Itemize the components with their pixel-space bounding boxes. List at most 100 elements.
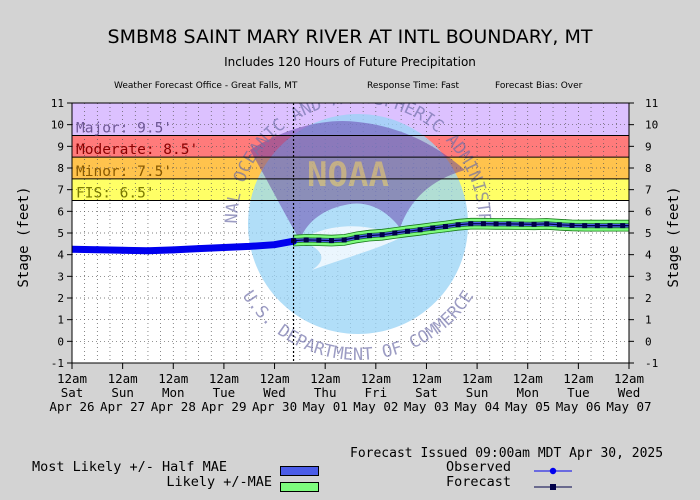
forecast-bias: Forecast Bias: Over	[495, 81, 583, 91]
forecast-point	[316, 237, 322, 243]
x-tick-label: Apr 30	[252, 399, 297, 414]
response-time: Response Time: Fast	[367, 81, 460, 91]
legend-forecast-marker	[550, 484, 556, 490]
y-tick-label-right: 7	[645, 184, 652, 197]
x-tick-label: May 02	[353, 399, 398, 414]
forecast-point	[455, 222, 461, 228]
flood-label-major: Major: 9.5'	[76, 121, 172, 137]
observed-point	[144, 247, 152, 255]
observed-line	[72, 237, 297, 255]
forecast-point	[366, 233, 372, 239]
y-tick-label-right: 0	[645, 335, 652, 348]
y-tick-label-left: 2	[57, 292, 64, 305]
observed-point	[72, 245, 76, 253]
noaa-logo-text: NOAA	[307, 155, 389, 195]
y-tick-label-left: 11	[51, 97, 64, 110]
y-tick-label-left: -1	[51, 357, 64, 370]
observed-point	[195, 245, 203, 253]
y-tick-label-right: 1	[645, 314, 652, 327]
y-tick-label-right: 9	[645, 140, 652, 153]
forecast-point	[569, 222, 575, 228]
x-tick-label: Sun	[111, 385, 134, 400]
forecast-point	[392, 230, 398, 236]
x-tick-label: Mon	[516, 385, 539, 400]
forecast-point	[341, 237, 347, 243]
chart-title: SMBM8 SAINT MARY RIVER AT INTL BOUNDARY,…	[107, 26, 593, 48]
legend-most-likely-swatch	[280, 466, 319, 476]
y-axis-label-left: Stage (feet)	[16, 186, 32, 287]
forecast-point	[468, 221, 474, 227]
chart-subtitle: Includes 120 Hours of Future Precipitati…	[224, 55, 476, 69]
x-tick-label: Apr 28	[151, 399, 196, 414]
x-tick-label: 12am	[361, 371, 391, 386]
y-tick-label-left: 4	[57, 249, 64, 262]
x-tick-label: May 05	[505, 399, 550, 414]
x-tick-label: Fri	[365, 385, 388, 400]
x-tick-label: 12am	[513, 371, 543, 386]
x-tick-label: Apr 26	[49, 399, 94, 414]
x-tick-label: May 01	[303, 399, 348, 414]
x-tick-label: May 07	[606, 399, 651, 414]
forecast-point	[379, 232, 385, 238]
x-tick-label: May 06	[556, 399, 601, 414]
x-tick-label: Apr 29	[201, 399, 246, 414]
legend-most-likely-label: Most Likely +/- Half MAE	[32, 459, 228, 475]
observed-point	[169, 246, 177, 254]
forecast-point	[430, 225, 436, 231]
flood-label-moderate: Moderate: 8.5'	[76, 142, 198, 158]
y-tick-label-left: 6	[57, 205, 64, 218]
x-tick-label: 12am	[209, 371, 239, 386]
y-tick-label-right: 8	[645, 162, 652, 175]
flood-label-minor: Minor: 7.5'	[76, 164, 172, 180]
x-tick-label: Apr 27	[100, 399, 145, 414]
forecast-point	[518, 221, 524, 227]
forecast-point	[556, 222, 562, 228]
y-tick-label-right: 11	[645, 97, 658, 110]
x-tick-label: May 04	[455, 399, 500, 414]
forecast-point	[582, 223, 588, 229]
flood-label-action: FIS: 6.5'	[76, 186, 155, 202]
y-tick-label-right: 10	[645, 119, 658, 132]
legend-likely-swatch	[280, 482, 319, 492]
forecast-office: Weather Forecast Office - Great Falls, M…	[114, 81, 298, 91]
x-tick-label: Thu	[314, 385, 337, 400]
legend-observed-label: Observed	[446, 459, 512, 475]
y-tick-label-right: 2	[645, 292, 652, 305]
y-tick-label-left: 5	[57, 227, 64, 240]
forecast-point	[404, 228, 410, 234]
legend-observed-marker	[549, 467, 557, 475]
forecast-point	[620, 223, 626, 229]
x-tick-label: 12am	[158, 371, 188, 386]
x-tick-label: Mon	[162, 385, 185, 400]
x-tick-label: 12am	[614, 371, 644, 386]
y-tick-label-left: 3	[57, 270, 64, 283]
x-tick-label: Tue	[213, 385, 236, 400]
y-tick-label-right: 4	[645, 249, 652, 262]
x-tick-label: 12am	[563, 371, 593, 386]
observed-point	[245, 242, 253, 250]
y-tick-label-right: 3	[645, 270, 652, 283]
forecast-issued: Forecast Issued 09:00am MDT Apr 30, 2025	[350, 446, 664, 461]
y-tick-label-left: 10	[51, 119, 64, 132]
forecast-point	[303, 237, 309, 243]
flood-category-labels: Major: 9.5' Moderate: 8.5' Minor: 7.5' FIS:…	[72, 121, 629, 202]
y-tick-label-right: 6	[645, 205, 652, 218]
x-tick-label: Sun	[466, 385, 489, 400]
forecast-point	[493, 221, 499, 227]
forecast-point	[544, 221, 550, 227]
x-tick-label: 12am	[57, 371, 87, 386]
forecast-point	[442, 224, 448, 229]
forecast-point	[417, 227, 423, 233]
noaa-logo-circle	[248, 114, 468, 334]
forecast-point	[329, 238, 335, 244]
forecast-point	[480, 221, 486, 227]
observed-point	[220, 244, 228, 252]
forecast-point	[633, 223, 638, 228]
y-tick-label-right: -1	[645, 357, 658, 370]
x-tick-label: Wed	[618, 385, 641, 400]
forecast-point	[531, 221, 537, 227]
x-tick-label: 12am	[259, 371, 289, 386]
forecast-point	[594, 223, 600, 229]
x-tick-label: 12am	[411, 371, 441, 386]
